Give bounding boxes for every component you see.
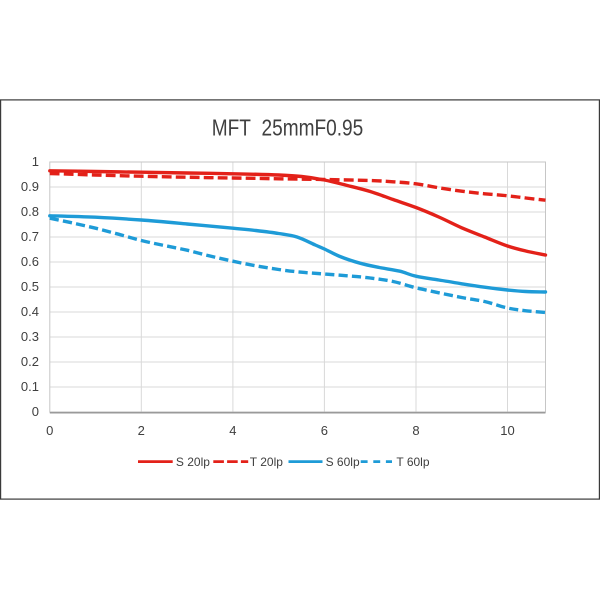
- svg-text:S 60lp: S 60lp: [326, 455, 360, 469]
- svg-text:6: 6: [321, 423, 328, 438]
- svg-text:0.8: 0.8: [21, 204, 39, 219]
- svg-text:0.1: 0.1: [21, 379, 39, 394]
- svg-text:MFT 25mmF0.95: MFT 25mmF0.95: [212, 115, 364, 141]
- svg-text:1: 1: [32, 154, 39, 169]
- svg-text:T 20lp: T 20lp: [250, 455, 283, 469]
- svg-text:0.5: 0.5: [21, 279, 39, 294]
- svg-text:0: 0: [32, 404, 39, 419]
- svg-text:T 60lp: T 60lp: [396, 455, 429, 469]
- svg-text:0.6: 0.6: [21, 254, 39, 269]
- svg-text:0.3: 0.3: [21, 329, 39, 344]
- svg-text:0.4: 0.4: [21, 304, 39, 319]
- svg-text:10: 10: [500, 423, 514, 438]
- svg-text:8: 8: [412, 423, 419, 438]
- svg-text:0.7: 0.7: [21, 229, 39, 244]
- svg-text:2: 2: [138, 423, 145, 438]
- svg-text:4: 4: [229, 423, 236, 438]
- svg-text:0.9: 0.9: [21, 179, 39, 194]
- svg-text:S 20lp: S 20lp: [176, 455, 210, 469]
- svg-text:0.2: 0.2: [21, 354, 39, 369]
- svg-text:0: 0: [46, 423, 53, 438]
